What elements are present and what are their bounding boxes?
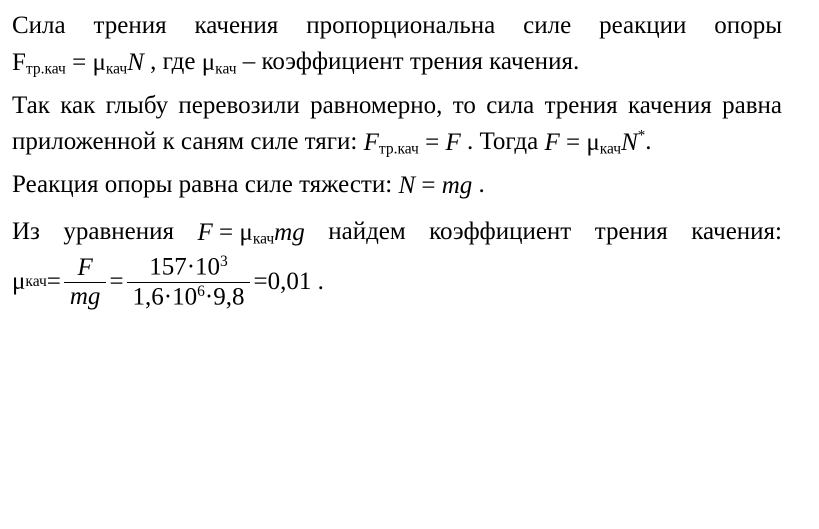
den-part: ·9,8 — [205, 283, 245, 310]
formula-f-eq-mu-mg: F = μкачmg — [198, 212, 305, 255]
paragraph-3: Реакция опоры равна силе тяжести: N = mg… — [12, 167, 782, 204]
sym-F: F — [12, 49, 26, 76]
text-fragment: – коэффициент трения качения. — [243, 48, 579, 75]
formula-n-eq-mg: N = mg — [398, 168, 472, 204]
numerator: 157·103 — [127, 254, 251, 283]
sym-mu: μ — [586, 129, 599, 156]
text-fragment: . — [645, 128, 651, 155]
sub-kach: кач — [25, 269, 46, 295]
formula-f-tr-eq-mu-n: Fтр.кач = μкачN — [12, 45, 144, 81]
text-fragment: . Тогда — [467, 128, 544, 155]
sub-tr-kach: тр.кач — [379, 140, 419, 157]
text-fragment: Из уравнения — [12, 218, 198, 245]
sub-kach: кач — [106, 61, 127, 78]
sym-eq: = — [560, 129, 587, 156]
sym-eq: = — [47, 261, 61, 304]
formula-final: μкач = F mg = 157·103 1,6·106·9,8 = 0,01 — [12, 254, 311, 311]
text-fragment: Реакция опоры равна силе тяжести: — [12, 171, 398, 198]
paragraph-2: Так как глыбу перевозили равномерно, то … — [12, 88, 782, 162]
formula-f-tr-eq-f: Fтр.кач = F — [364, 125, 461, 161]
sym-eq: = — [253, 261, 267, 304]
formula-f-eq-mu-n: F = μкачN* — [544, 125, 645, 161]
paragraph-4: Из уравнения F = μкачmg найдем коэффицие… — [12, 211, 782, 311]
sym-F: F — [445, 129, 460, 156]
denominator: 1,6·106·9,8 — [127, 283, 251, 311]
numerator: F — [64, 255, 107, 283]
text-fragment: Сила трения качения пропорциональна силе… — [12, 12, 782, 39]
watermark: ©5terka.com — [794, 0, 816, 529]
num-part: 157·10 — [149, 254, 220, 281]
denominator: mg — [64, 283, 107, 310]
sym-eq: = — [109, 261, 123, 304]
sym-mu: μ — [12, 261, 25, 304]
sym-mu: μ — [239, 219, 252, 246]
sym-eq: = — [66, 49, 93, 76]
sym-mg: mg — [442, 172, 473, 199]
sym-N: N — [621, 129, 638, 156]
sym-mu: μ — [92, 49, 105, 76]
sym-F: F — [198, 219, 213, 246]
sym-eq: = — [213, 219, 240, 246]
sym-mg: mg — [274, 219, 305, 246]
sym-F: F — [364, 129, 379, 156]
sym-eq: = — [415, 172, 442, 199]
formula-mu-kach: μкач — [202, 45, 237, 81]
text-fragment: , где — [150, 48, 202, 75]
sym-N: N — [127, 49, 144, 76]
text-fragment: . — [311, 268, 324, 295]
final-result: 0,01 — [268, 261, 312, 304]
sym-mu: μ — [202, 49, 215, 76]
sym-eq: = — [419, 129, 446, 156]
sub-kach: кач — [600, 140, 621, 157]
text-fragment: . — [479, 171, 485, 198]
text-fragment: найдем коэффициент трения качения: — [328, 218, 782, 245]
sym-N: N — [398, 172, 415, 199]
fraction-f-over-mg: F mg — [64, 255, 107, 311]
fraction-numeric: 157·103 1,6·106·9,8 — [127, 254, 251, 311]
paragraph-1: Сила трения качения пропорциональна силе… — [12, 8, 782, 82]
sub-tr-kach: тр.кач — [26, 61, 66, 78]
sub-kach: кач — [215, 61, 236, 78]
exponent: 6 — [197, 283, 205, 300]
den-part: 1,6·10 — [133, 283, 198, 310]
sub-kach: кач — [253, 230, 274, 247]
sym-F: F — [544, 129, 559, 156]
document-body: Сила трения качения пропорциональна силе… — [12, 8, 782, 317]
exponent: 3 — [220, 253, 228, 270]
